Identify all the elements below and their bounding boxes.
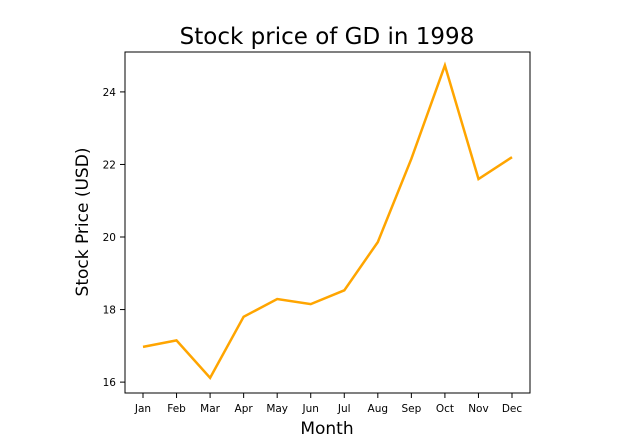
y-tick-label: 20	[103, 232, 116, 244]
y-tick-label: 24	[103, 87, 117, 99]
y-axis: 16 18 20 22 24	[103, 87, 125, 389]
y-tick-label: 16	[103, 377, 117, 389]
x-tick-label: Aug	[368, 403, 389, 415]
x-tick-label: Dec	[502, 403, 523, 415]
x-tick-label: Nov	[468, 403, 489, 415]
x-tick-label: Jan	[134, 403, 151, 415]
y-axis-label: Stock Price (USD)	[73, 148, 93, 297]
x-tick-label: Sep	[401, 403, 421, 415]
x-axis: Jan Feb Mar Apr May Jun Jul Aug Sep Oct Nov Dec	[134, 393, 522, 415]
y-tick-label: 22	[103, 159, 116, 171]
x-tick-label: Jul	[337, 403, 351, 415]
x-tick-label: Jun	[302, 403, 319, 415]
chart-title: Stock price of GD in 1998	[180, 24, 475, 50]
x-tick-label: Feb	[167, 403, 186, 415]
series-group	[142, 61, 513, 380]
x-tick-label: Apr	[235, 403, 254, 415]
x-tick-label: May	[266, 403, 288, 415]
x-tick-label: Mar	[200, 403, 220, 415]
plot-area-frame	[124, 51, 531, 394]
x-axis-label: Month	[300, 419, 353, 439]
y-tick-label: 18	[103, 305, 116, 317]
series-line	[142, 61, 513, 380]
x-tick-label: Oct	[436, 403, 454, 415]
